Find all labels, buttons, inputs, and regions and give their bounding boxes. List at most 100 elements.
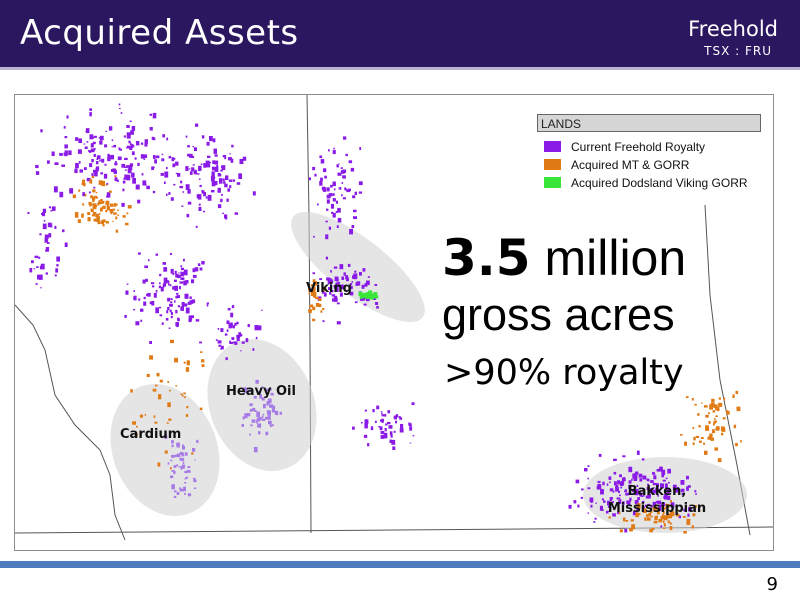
land-parcel (75, 163, 79, 169)
land-parcel (663, 507, 666, 510)
land-parcel (663, 523, 666, 525)
land-parcel (169, 284, 172, 287)
land-parcel (717, 426, 720, 430)
land-parcel (609, 481, 611, 483)
land-parcel (714, 420, 716, 424)
land-parcel (35, 165, 39, 169)
land-parcel (42, 223, 47, 230)
land-parcel (173, 183, 176, 186)
land-parcel (261, 397, 265, 401)
land-parcel (106, 221, 109, 224)
land-parcel (98, 212, 101, 215)
land-parcel (75, 137, 79, 141)
land-parcel (37, 274, 41, 280)
land-parcel (181, 458, 185, 462)
land-parcel (263, 406, 265, 409)
map-legend: LANDS Current Freehold Royalty Acquired … (537, 114, 763, 204)
land-parcel (78, 161, 81, 164)
land-parcel (333, 285, 337, 289)
land-parcel (220, 169, 223, 172)
land-parcel (185, 135, 188, 138)
land-parcel (82, 203, 85, 206)
land-parcel (188, 319, 192, 323)
land-parcel (393, 430, 396, 433)
land-parcel (652, 471, 655, 475)
land-parcel (234, 341, 238, 345)
land-parcel (131, 126, 136, 131)
land-parcel (641, 495, 644, 497)
land-parcel (674, 488, 679, 493)
land-parcel (92, 214, 96, 217)
land-parcel (214, 154, 218, 157)
land-parcel (258, 417, 262, 421)
land-parcel (649, 528, 653, 533)
land-parcel (165, 167, 168, 170)
land-parcel (93, 135, 97, 138)
land-parcel (309, 304, 314, 308)
land-parcel (193, 170, 197, 175)
land-parcel (107, 158, 111, 161)
land-parcel (236, 182, 241, 185)
land-parcel (106, 182, 109, 185)
land-parcel (333, 285, 336, 287)
land-parcel (228, 179, 232, 182)
land-parcel (192, 268, 196, 273)
land-parcel (187, 153, 190, 157)
land-parcel (119, 108, 121, 109)
land-parcel (117, 214, 120, 216)
land-parcel (628, 480, 632, 484)
land-parcel (319, 155, 323, 159)
land-parcel (265, 416, 269, 420)
land-parcel (704, 450, 708, 455)
land-parcel (117, 209, 119, 211)
land-parcel (261, 309, 263, 311)
land-parcel (220, 345, 224, 350)
land-parcel (656, 468, 660, 472)
land-parcel (342, 197, 346, 200)
land-parcel (142, 279, 146, 284)
land-parcel (178, 466, 181, 468)
land-parcel (350, 167, 355, 172)
land-parcel (176, 295, 180, 298)
land-parcel (372, 409, 375, 413)
land-parcel (173, 157, 176, 160)
land-parcel (176, 442, 180, 448)
land-parcel (612, 513, 616, 517)
land-parcel (242, 156, 247, 161)
land-parcel (35, 171, 40, 175)
land-parcel (312, 318, 316, 322)
viking-parcel (363, 294, 368, 298)
header-divider (0, 67, 800, 70)
land-parcel (691, 398, 694, 401)
land-parcel (146, 373, 150, 377)
land-parcel (170, 268, 174, 274)
viking-parcel (366, 292, 370, 296)
land-parcel (318, 303, 322, 308)
land-parcel (133, 309, 135, 311)
land-parcel (271, 408, 275, 413)
land-parcel (573, 500, 577, 504)
royalty-stat: >90% royalty (444, 353, 684, 393)
land-parcel (395, 414, 399, 418)
land-parcel (666, 488, 671, 494)
land-parcel (176, 274, 181, 279)
land-parcel (171, 484, 175, 490)
land-parcel (158, 282, 161, 285)
land-parcel (102, 219, 106, 223)
land-parcel (326, 194, 331, 199)
land-parcel (653, 489, 656, 494)
land-parcel (349, 291, 354, 296)
land-parcel (180, 180, 183, 184)
land-parcel (95, 167, 99, 172)
land-parcel (136, 425, 138, 428)
land-parcel (312, 306, 316, 311)
land-parcel (114, 161, 117, 164)
land-parcel (321, 290, 325, 294)
land-parcel (332, 198, 336, 202)
legend-item-dodsland-viking: Acquired Dodsland Viking GORR (544, 176, 748, 190)
land-parcel (172, 286, 176, 290)
land-parcel (692, 442, 695, 446)
land-parcel (140, 319, 143, 322)
land-parcel (179, 451, 183, 455)
land-parcel (197, 173, 200, 175)
